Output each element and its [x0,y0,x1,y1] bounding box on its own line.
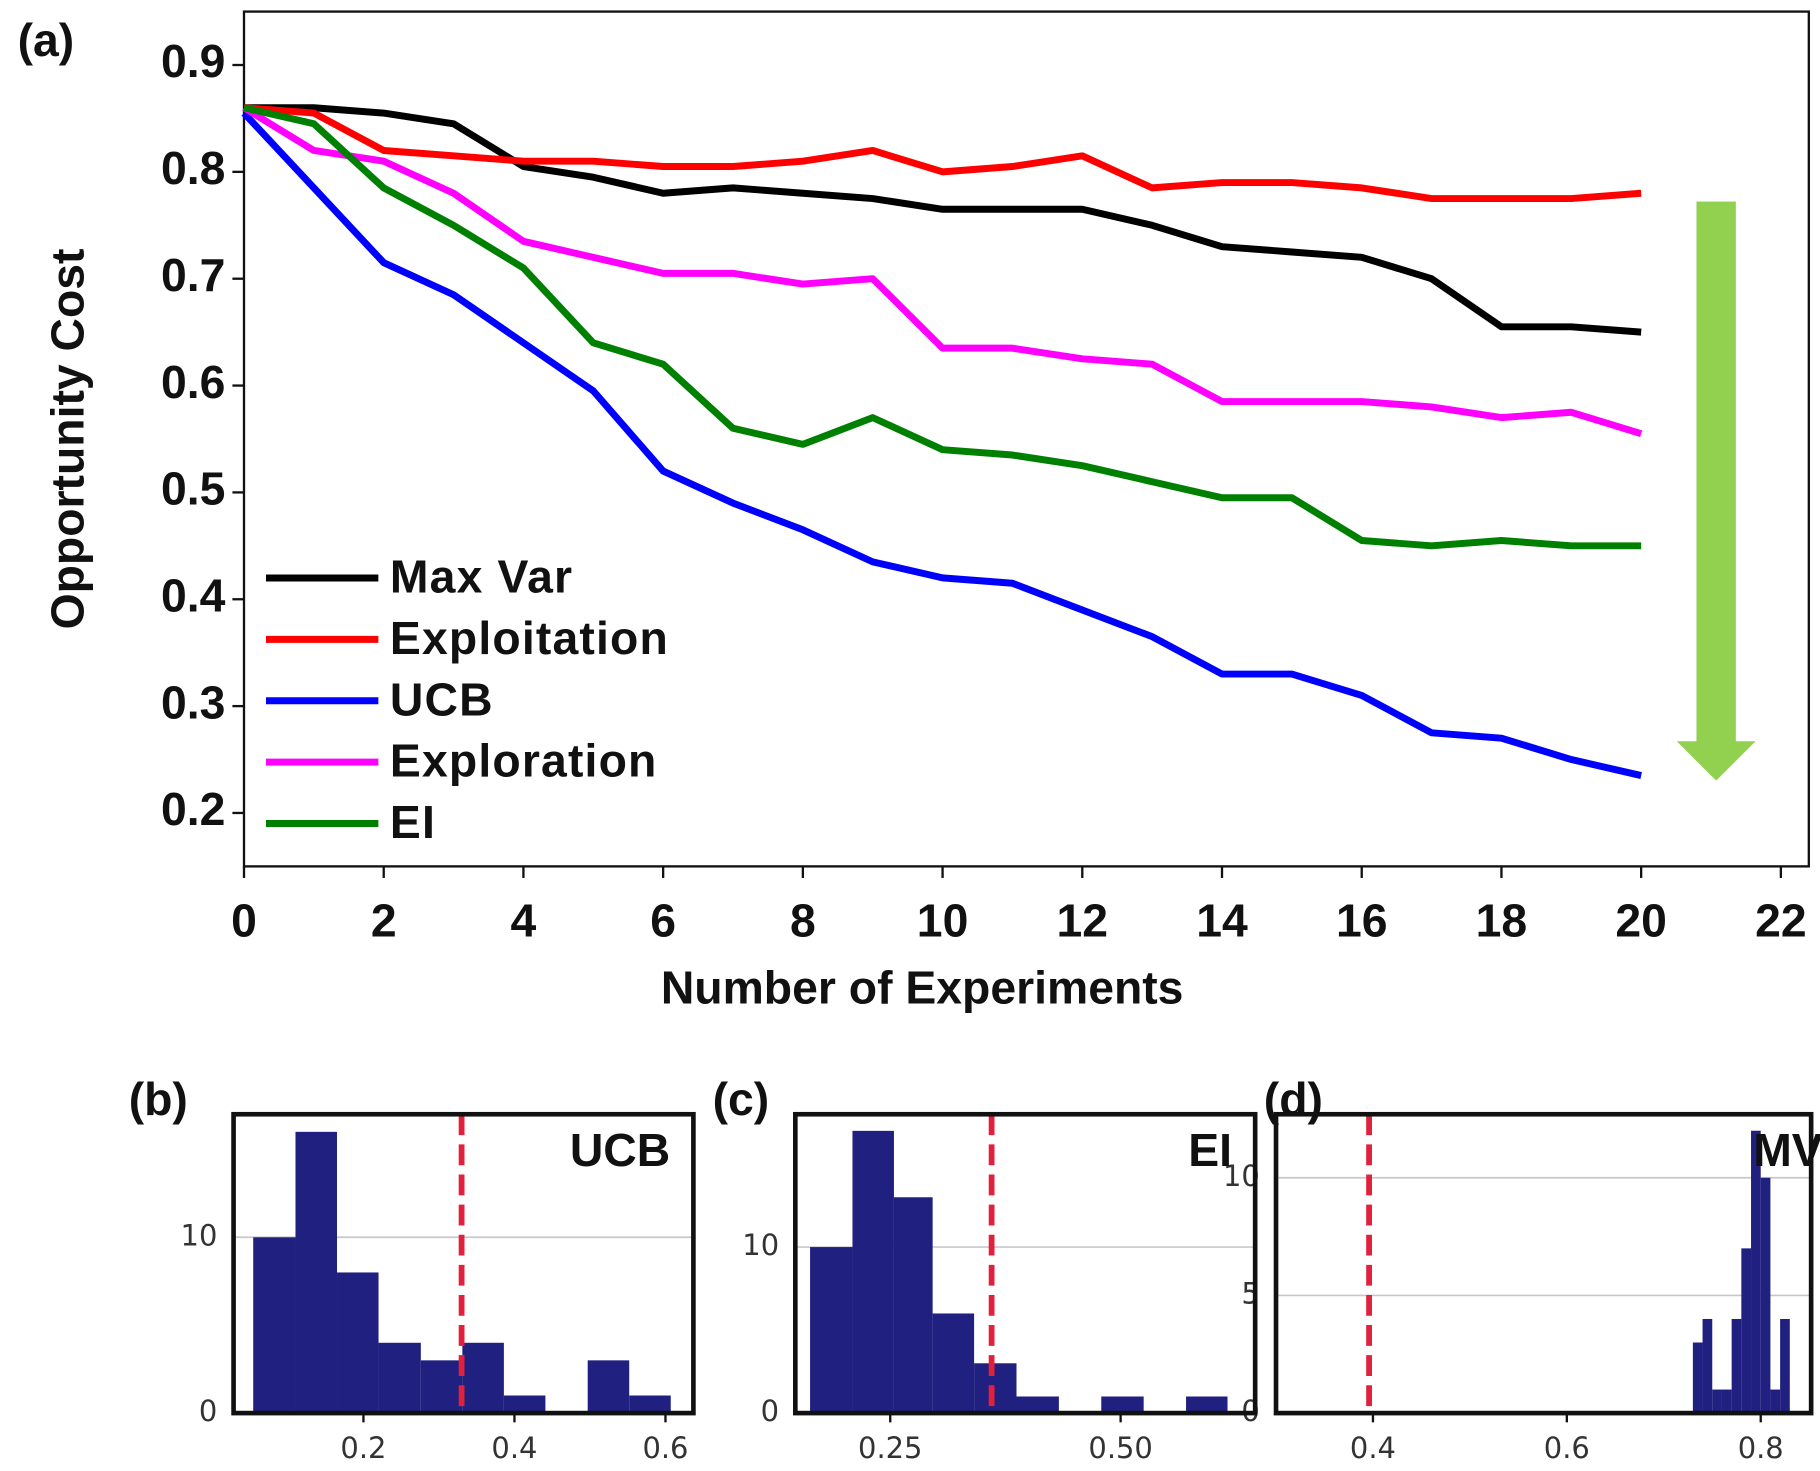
histogram-bar [503,1395,546,1414]
histogram-bar [587,1360,630,1414]
histogram-bar [974,1363,1017,1414]
panel-annotation: MV [1753,1124,1820,1176]
arrow-shaft [1696,201,1736,746]
series-line [243,104,1642,336]
x-tick-label: 10 [917,895,969,947]
panel-histogram: (c) 0 10 0.25 0.50 EI [713,1073,1258,1465]
x-tick-label: 0 [231,895,257,947]
y-tick-label: 10 [742,1228,779,1262]
histogram-bar [932,1313,975,1414]
histogram-bar [1702,1318,1713,1414]
histogram-bar [810,1247,853,1414]
histogram-bar [1770,1389,1781,1414]
panel-label: (c) [713,1073,770,1125]
x-tick-label: 22 [1755,895,1807,947]
panel-annotation: UCB [570,1124,670,1176]
x-axis-label: Number of Experiments [661,962,1184,1014]
series-line [242,104,1643,437]
histogram-bar [852,1130,894,1414]
x-tick-label: 0.4 [491,1431,537,1465]
series-line [243,104,1642,550]
histogram-bar [295,1131,338,1414]
histogram-bar [253,1237,296,1414]
series-line [241,110,1642,779]
histogram-bar [1186,1396,1228,1414]
x-tick-label: 8 [790,895,816,947]
legend-label: UCB [390,673,494,725]
x-tick-label: 0.2 [340,1431,386,1465]
legend-label: EI [390,796,436,848]
histogram-bar [1016,1396,1059,1414]
histogram-bar [1741,1248,1752,1414]
plot-frame [242,10,1810,868]
x-tick-label: 16 [1336,895,1388,947]
x-tick-label: 0.6 [642,1431,688,1465]
x-tick-label: 0.50 [1088,1431,1152,1465]
y-tick-label: 0.5 [161,463,225,515]
panel-label: (a) [18,14,75,66]
x-tick-label: 2 [371,895,397,947]
y-tick-label: 0 [199,1394,217,1428]
histogram-bar [462,1342,504,1414]
histogram-bar [1712,1389,1722,1414]
histogram-bar [420,1360,463,1414]
y-tick-label: 0.6 [161,356,225,408]
histogram-bar [629,1395,671,1414]
y-axis-label: Opportunity Cost [42,249,94,630]
histogram-bar [893,1197,933,1414]
panel-label: (d) [1264,1073,1323,1125]
x-tick-label: 20 [1615,895,1667,947]
x-tick-label: 0.25 [858,1431,922,1465]
histogram-bar [1751,1130,1761,1414]
panel-label: (b) [129,1073,188,1125]
arrow-head [1676,741,1756,781]
series-line [243,104,1642,203]
x-tick-label: 18 [1476,895,1528,947]
histogram-bar [337,1272,379,1414]
histogram-bar [1101,1396,1144,1414]
histogram-bar [1721,1389,1732,1414]
x-tick-label: 4 [511,895,537,947]
histogram-bar [1692,1342,1703,1414]
x-tick-label: 12 [1057,895,1109,947]
y-tick-label: 10 [181,1218,218,1252]
legend-label: Exploitation [390,612,669,664]
x-tick-label: 6 [650,895,676,947]
plot-frame [793,1111,1258,1416]
y-tick-label: 0.4 [161,569,226,621]
panel-line: (a) 0.2 0.3 0.4 0.5 0.6 0.7 0.8 0.9 0 2 4 6 8 10 12 14 16… [18,10,1810,1014]
histogram-bar [1780,1318,1790,1414]
x-tick-label: 0.8 [1738,1431,1784,1465]
y-tick-label: 0.2 [161,783,225,835]
panel-annotation: EI [1188,1124,1232,1176]
histogram-bar [1760,1177,1771,1414]
y-tick-label: 0 [761,1394,779,1428]
legend-label: Max Var [390,551,573,603]
trend-arrow [1676,201,1756,781]
y-tick-label: 0.3 [161,676,225,728]
plot-frame [231,1111,696,1416]
x-tick-label: 0.4 [1350,1431,1396,1465]
histogram-bar [378,1342,421,1414]
y-tick-label: 0.9 [161,35,225,87]
legend-label: Exploration [390,735,658,787]
y-tick-label: 0.8 [161,142,225,194]
histogram-bar [1731,1318,1742,1414]
x-tick-label: 0.6 [1544,1431,1590,1465]
x-tick-label: 14 [1196,895,1248,947]
y-tick-label: 0.7 [161,249,225,301]
plot-frame [1273,1111,1814,1416]
panel-histogram: (b) 0 10 0.2 0.4 0.6 UCB [129,1073,696,1465]
